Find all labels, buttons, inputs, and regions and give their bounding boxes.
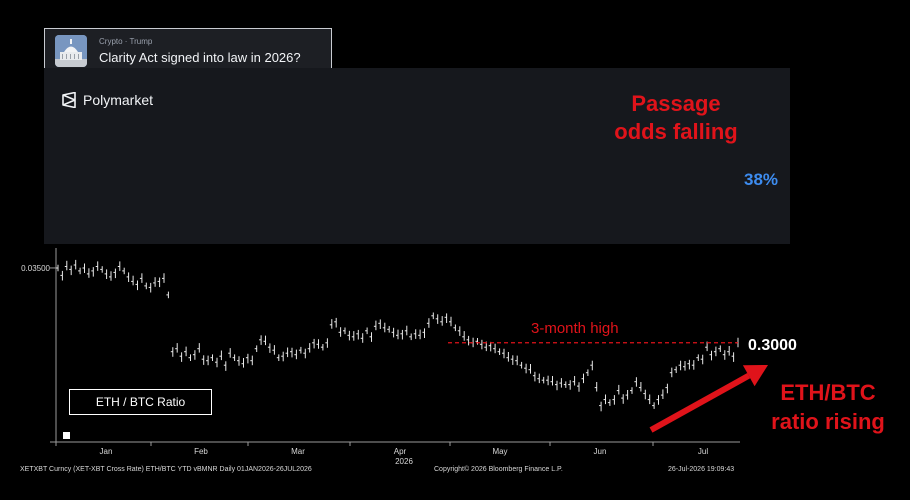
ethbtc-chart: 0.03500 Jan Feb Mar Apr May Jun Jul 2026 bbox=[21, 248, 740, 466]
ethbtc-note-line-1: ETH/BTC bbox=[780, 380, 876, 405]
ethbtc-x-label: May bbox=[492, 447, 507, 456]
ethbtc-note: ETH/BTC ratio rising bbox=[764, 378, 892, 436]
polymarket-brand: Polymarket bbox=[62, 91, 153, 109]
passage-note-line-1: Passage bbox=[631, 91, 721, 116]
ratio-rising-arrow bbox=[649, 365, 768, 433]
ethbtc-year-label: 2026 bbox=[395, 457, 413, 466]
footer-ticker: XETXBT Curncy (XET-XBT Cross Rate) ETH/B… bbox=[20, 466, 312, 473]
ethbtc-x-label: Feb bbox=[194, 447, 208, 456]
passage-note-line-2: odds falling bbox=[614, 119, 738, 144]
market-title[interactable]: Clarity Act signed into law in 2026? bbox=[99, 50, 301, 65]
market-category: Crypto · Trump bbox=[99, 37, 153, 46]
polymarket-panel: Polymarket bbox=[44, 68, 790, 244]
polymarket-name: Polymarket bbox=[83, 92, 154, 108]
polymarket-logo-icon bbox=[62, 92, 76, 108]
three-month-high-label: 3-month high bbox=[531, 320, 619, 337]
capitol-thumbnail bbox=[55, 35, 87, 67]
ethbtc-x-label: Jul bbox=[698, 447, 708, 456]
current-odds-label: 38% bbox=[744, 170, 779, 189]
ethbtc-x-label: Jan bbox=[100, 447, 113, 456]
legend-swatch bbox=[63, 432, 70, 439]
ratio-rising-arrow-head bbox=[742, 365, 768, 387]
ratio-legend-label: ETH / BTC Ratio bbox=[69, 389, 212, 415]
ethbtc-x-label: Mar bbox=[291, 447, 305, 456]
ethbtc-x-label: Apr bbox=[394, 447, 407, 456]
market-question-card[interactable]: Crypto · Trump Clarity Act signed into l… bbox=[44, 28, 332, 74]
footer-copyright: Copyright© 2026 Bloomberg Finance L.P. bbox=[434, 466, 563, 473]
ethbtc-y-tick: 0.03500 bbox=[21, 264, 50, 273]
ratio-rising-arrow-shaft bbox=[649, 373, 751, 433]
passage-note: Passage odds falling bbox=[612, 90, 740, 146]
footer-timestamp: 26-Jul-2026 19:09:43 bbox=[668, 466, 735, 473]
ethbtc-x-label: Jun bbox=[594, 447, 607, 456]
ethbtc-note-line-2: ratio rising bbox=[771, 409, 885, 434]
last-price-label: 0.3000 bbox=[748, 337, 797, 354]
